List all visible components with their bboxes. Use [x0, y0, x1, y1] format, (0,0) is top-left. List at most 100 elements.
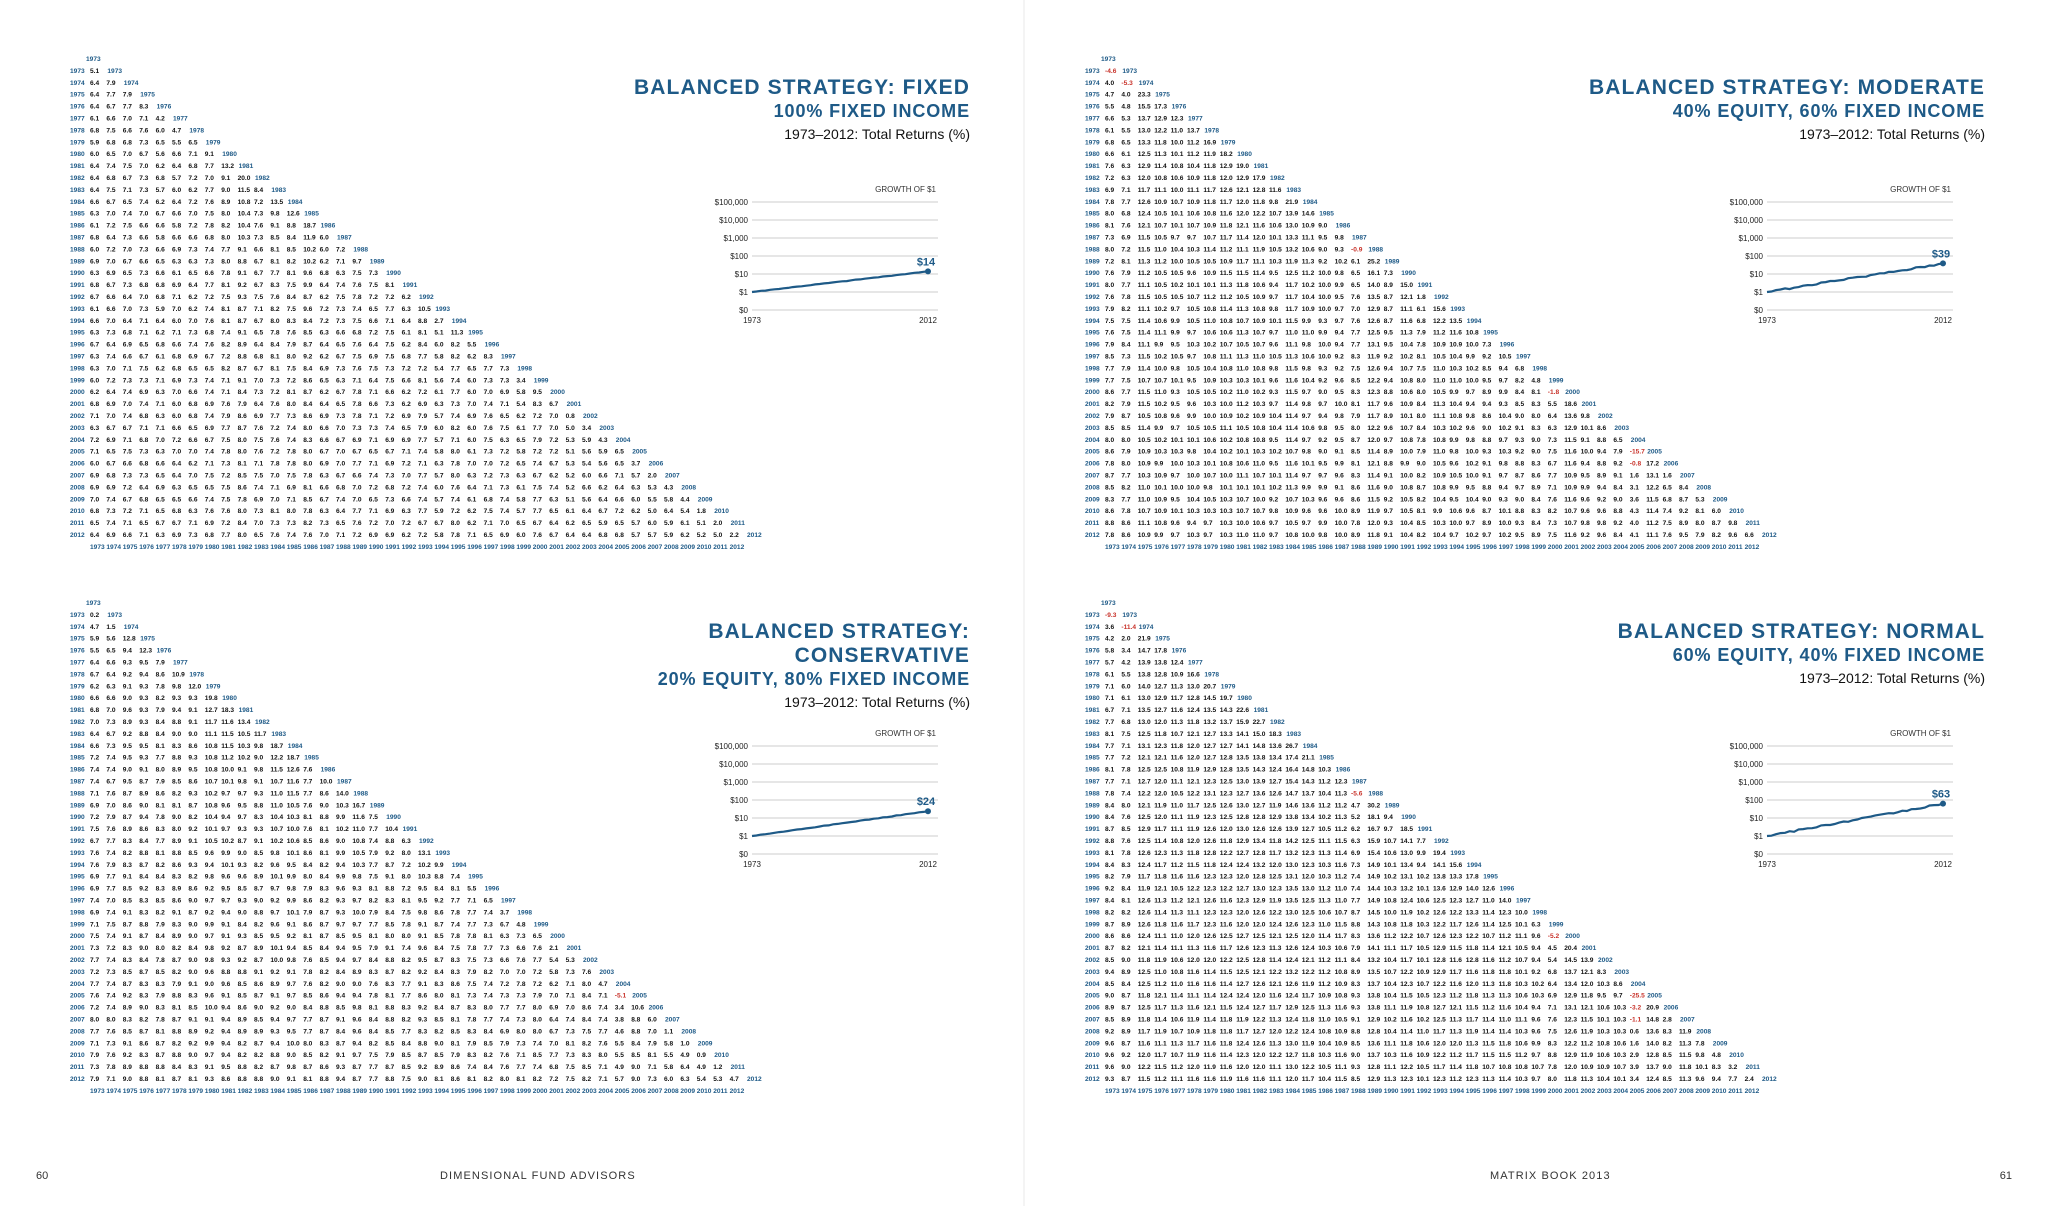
matrix-col-year: 1996 [467, 544, 482, 551]
matrix-cell: 11.7 [1285, 282, 1298, 289]
matrix-cell: 5.7 [631, 473, 640, 480]
matrix-cell: 6.8 [549, 1064, 558, 1071]
matrix-cell: 6.9 [172, 282, 181, 289]
matrix-cell: 11.4 [1285, 473, 1298, 480]
matrix-cell: 8.6 [1351, 496, 1360, 503]
matrix-cell: 10.7 [1236, 318, 1249, 325]
matrix-cell: 6.6 [188, 235, 197, 242]
matrix-cell: 10.2 [303, 246, 316, 253]
matrix-cell: 14.8 [1253, 743, 1266, 750]
matrix-cell: 10.6 [1302, 246, 1315, 253]
matrix-cell: 6.4 [90, 660, 99, 667]
matrix-cell: 7.1 [172, 330, 181, 337]
matrix-cell: 6.2 [188, 306, 197, 313]
matrix-col-year: 1980 [205, 1088, 220, 1095]
matrix-cell: 7.3 [500, 945, 509, 952]
matrix-cell: 6.6 [615, 496, 624, 503]
matrix-cell: 11.7 [1187, 1040, 1200, 1047]
matrix-cell: 12.6 [1253, 981, 1266, 988]
matrix-col-year: 1992 [402, 1088, 417, 1095]
matrix-cell: 6.5 [188, 365, 197, 372]
matrix-diagonal-year: 1978 [1204, 671, 1219, 678]
matrix-cell: 11.0 [1335, 886, 1348, 893]
matrix-cell: 7.1 [156, 377, 165, 384]
matrix-cell: 9.1 [1581, 437, 1590, 444]
matrix-diagonal-year: 2011 [1746, 1064, 1761, 1071]
matrix-cell: 10.1 [287, 850, 300, 857]
matrix-cell: 8.0 [385, 933, 394, 940]
matrix-diagonal-year: 2010 [1729, 508, 1744, 515]
matrix-cell: 11.5 [1335, 1076, 1348, 1083]
matrix-cell: 6.5 [484, 898, 493, 905]
matrix-cell: 9.6 [1695, 1076, 1704, 1083]
matrix-cell: 9.4 [123, 648, 132, 655]
matrix-cell: 11.5 [1367, 496, 1380, 503]
matrix-cell: 10.7 [1531, 1064, 1544, 1071]
matrix-cell: 11.4 [1646, 508, 1659, 515]
matrix-cell: 11.3 [1285, 354, 1298, 361]
matrix-cell: 7.8 [402, 921, 411, 928]
matrix-cell: 7.8 [1121, 508, 1130, 515]
matrix-cell: 8.0 [451, 473, 460, 480]
matrix-cell: 6.6 [369, 318, 378, 325]
matrix-col-year: 2011 [713, 544, 728, 551]
matrix-cell: 8.1 [156, 802, 165, 809]
matrix-diagonal-year: 1982 [255, 719, 270, 726]
matrix-cell: 7.6 [254, 223, 263, 230]
matrix-cell: 6.0 [582, 473, 591, 480]
matrix-cell: 11.4 [1138, 365, 1151, 372]
matrix-cell: 11.6 [1171, 707, 1184, 714]
matrix-cell: 11.7 [1335, 933, 1348, 940]
matrix-cell: 8.9 [238, 1028, 247, 1035]
matrix-cell: 13.3 [1285, 235, 1298, 242]
matrix-cell: 8.8 [1613, 508, 1622, 515]
matrix-cell: 7.3 [139, 473, 148, 480]
matrix-cell: 9.9 [1449, 484, 1458, 491]
matrix-cell: 11.4 [1482, 945, 1495, 952]
matrix-cell: 7.5 [123, 449, 132, 456]
matrix-cell: 7.1 [254, 461, 263, 468]
matrix-cell: 12.5 [1138, 767, 1151, 774]
matrix-cell: 13.6 [1367, 933, 1380, 940]
matrix-cell: 9.4 [139, 814, 148, 821]
matrix-row-year: 1975 [1085, 92, 1100, 99]
matrix-cell: 9.6 [352, 1017, 361, 1024]
matrix-row-year: 1993 [1085, 850, 1100, 857]
matrix-cell: 9.6 [1269, 377, 1278, 384]
matrix-cell: 8.0 [451, 449, 460, 456]
matrix-cell: 7.9 [123, 92, 132, 99]
matrix-cell: 12.3 [1449, 898, 1462, 905]
matrix-cell: 6.9 [254, 413, 263, 420]
matrix-cell: 11.2 [1449, 1052, 1462, 1059]
matrix-cell: 6.2 [549, 981, 558, 988]
matrix-cell: 8.7 [238, 945, 247, 952]
matrix-cell: 11.2 [1203, 294, 1216, 301]
matrix-cell: 7.6 [369, 981, 378, 988]
matrix-cell: 12.9 [1203, 767, 1216, 774]
matrix-cell: 12.3 [1564, 1017, 1577, 1024]
matrix-cell: 11.7 [1285, 294, 1298, 301]
matrix-top-year: 1973 [86, 56, 101, 63]
matrix-cell: 7.3 [1384, 270, 1393, 277]
matrix-cell: 10.9 [1417, 1052, 1430, 1059]
matrix-cell: 7.9 [451, 1052, 460, 1059]
matrix-cell: 8.6 [172, 898, 181, 905]
matrix-cell: 13.9 [1285, 211, 1298, 218]
matrix-cell: 6.3 [156, 532, 165, 539]
matrix-cell: 7.3 [484, 957, 493, 964]
growth-chart: GROWTH OF $1 $100,000$10,000$1,000$100$1… [715, 729, 938, 869]
matrix-cell: 10.3 [1384, 1052, 1397, 1059]
matrix-cell: 8.5 [303, 993, 312, 1000]
matrix-cell: 9.7 [270, 909, 279, 916]
matrix-cell: 10.7 [1187, 294, 1200, 301]
matrix-cell: 10.9 [172, 671, 185, 678]
matrix-cell: 9.3 [1499, 401, 1508, 408]
matrix-cell: 11.1 [1384, 1005, 1397, 1012]
matrix-cell: 10.2 [1171, 282, 1184, 289]
matrix-cell: 9.8 [287, 957, 296, 964]
matrix-cell: 6.8 [188, 413, 197, 420]
matrix-cell: 8.2 [270, 306, 279, 313]
matrix-cell: 9.2 [1384, 496, 1393, 503]
matrix-cell: 11.0 [1171, 127, 1184, 134]
matrix-cell: 10.5 [1171, 294, 1184, 301]
